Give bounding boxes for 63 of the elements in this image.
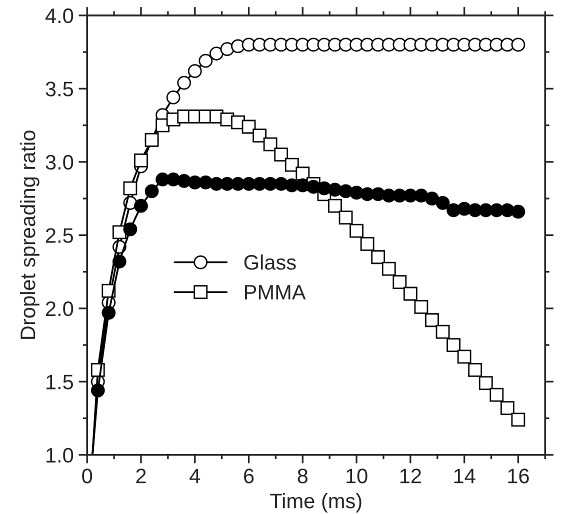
- x-tick-label: 0: [82, 468, 92, 484]
- y-axis-title: Droplet spreading ratio: [20, 130, 40, 339]
- point: [392, 275, 407, 289]
- point: [360, 237, 374, 251]
- y-tick-label: 1.0: [46, 448, 74, 463]
- point: [296, 166, 310, 181]
- point: [436, 324, 450, 339]
- point: [274, 148, 288, 162]
- point: [490, 388, 504, 402]
- point: [198, 54, 213, 68]
- point: [425, 192, 439, 206]
- point: [134, 154, 148, 168]
- legend-label: PMMA: [245, 285, 306, 300]
- y-tick-label: 2.0: [46, 301, 74, 316]
- point: [102, 306, 116, 320]
- x-axis-title: Time (ms): [270, 493, 362, 512]
- point: [123, 181, 138, 196]
- point: [371, 250, 386, 264]
- x-tick-label: 16: [508, 468, 529, 484]
- point: [382, 262, 396, 276]
- point: [478, 376, 493, 390]
- point: [177, 76, 192, 90]
- y-tick-label: 4.0: [45, 8, 74, 24]
- point: [350, 224, 364, 238]
- y-tick-label: 3.5: [46, 82, 74, 96]
- point: [284, 158, 299, 172]
- point: [414, 188, 428, 203]
- point: [511, 38, 526, 52]
- point: [511, 412, 526, 427]
- y-tick-label: 3.0: [46, 154, 74, 170]
- point: [220, 42, 234, 56]
- point: [188, 64, 202, 78]
- point: [90, 383, 105, 398]
- point: [403, 286, 418, 301]
- x-tick-label: 12: [400, 468, 421, 484]
- point: [457, 350, 472, 364]
- x-tick-label: 8: [298, 468, 308, 484]
- y-tick-label: 1.5: [46, 374, 74, 390]
- point: [328, 198, 342, 213]
- point: [500, 401, 514, 415]
- point: [263, 137, 278, 152]
- x-tick-label: 14: [454, 468, 476, 484]
- point: [414, 300, 428, 314]
- point: [134, 198, 148, 213]
- point: [338, 210, 353, 225]
- x-tick-label: 2: [136, 468, 146, 484]
- y-tick-label: 2.5: [46, 228, 74, 243]
- x-tick-label: 4: [190, 468, 200, 484]
- point: [436, 196, 450, 210]
- x-tick-label: 10: [346, 468, 368, 484]
- point: [468, 362, 482, 377]
- legend-label: Glass: [244, 254, 296, 270]
- point: [144, 184, 159, 198]
- point: [252, 128, 266, 142]
- point: [209, 46, 224, 60]
- x-tick-label: 6: [244, 468, 254, 484]
- point: [144, 132, 159, 147]
- point: [123, 222, 138, 236]
- point: [112, 254, 126, 268]
- point: [425, 313, 439, 328]
- point: [511, 204, 526, 219]
- point: [166, 90, 180, 104]
- point: [446, 338, 460, 352]
